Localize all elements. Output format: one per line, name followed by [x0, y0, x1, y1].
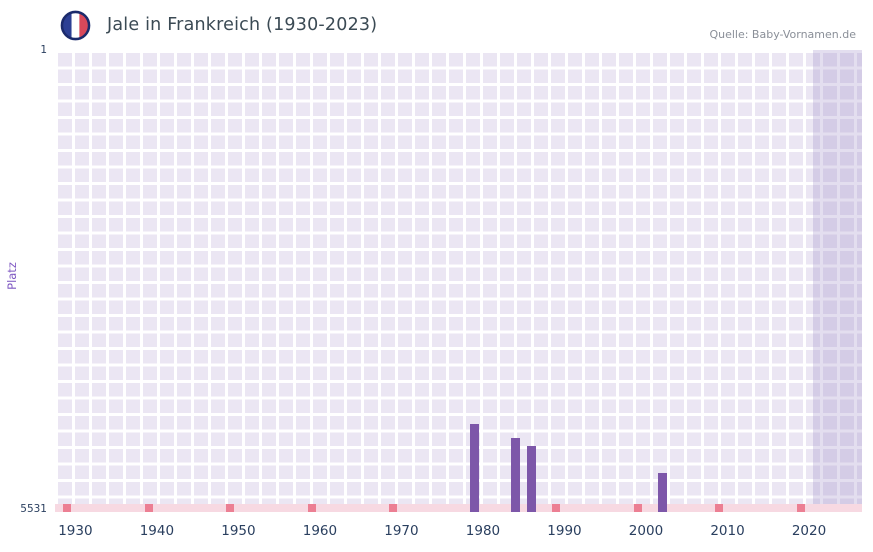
x-tick-1960: 1960	[302, 523, 338, 539]
unranked-strip-mark-2009	[715, 504, 724, 512]
x-tick-1970: 1970	[384, 523, 419, 539]
france-flag-icon	[60, 10, 91, 40]
chart-title: Jale in Frankreich (1930-2023)	[107, 15, 378, 35]
rank-bar-1979[interactable]	[470, 424, 480, 512]
x-tick-2020: 2020	[791, 523, 827, 539]
rank-bar-1986[interactable]	[527, 445, 537, 512]
x-axis: 1930 1940 1950 1960 1970 1980 1990 2000 2010 2020	[55, 523, 862, 545]
x-tick-2000: 2000	[628, 523, 664, 539]
x-tick-1980: 1980	[465, 523, 501, 539]
unranked-strip-mark-1929	[63, 504, 72, 512]
chart-header: Jale in Frankreich (1930-2023)	[60, 8, 377, 42]
source-link[interactable]: Quelle: Baby-Vornamen.de	[709, 28, 856, 41]
x-tick-2010: 2010	[710, 523, 745, 539]
unranked-strip-mark-1939	[144, 504, 153, 512]
x-tick-1990: 1990	[547, 523, 582, 539]
unranked-strip-mark-1989	[552, 504, 561, 512]
y-tick-min: 5531	[20, 503, 47, 515]
x-tick-1950: 1950	[221, 523, 256, 539]
unranked-strip-mark-1959	[307, 504, 316, 512]
plot-area	[55, 50, 862, 512]
unranked-strip-mark-1949	[226, 504, 235, 512]
y-tick-max: 1	[40, 44, 47, 56]
rank-bar-2002[interactable]	[657, 472, 667, 512]
x-tick-1930: 1930	[58, 523, 93, 539]
rank-bar-1984[interactable]	[511, 438, 521, 512]
unranked-strip-mark-2019	[796, 504, 805, 512]
unranked-strip	[55, 504, 862, 512]
recent-years-band	[813, 50, 862, 512]
unranked-strip-mark-1969	[389, 504, 398, 512]
unranked-strip-mark-1999	[633, 504, 642, 512]
x-tick-1940: 1940	[139, 523, 175, 539]
y-axis-title: Platz	[5, 262, 19, 290]
